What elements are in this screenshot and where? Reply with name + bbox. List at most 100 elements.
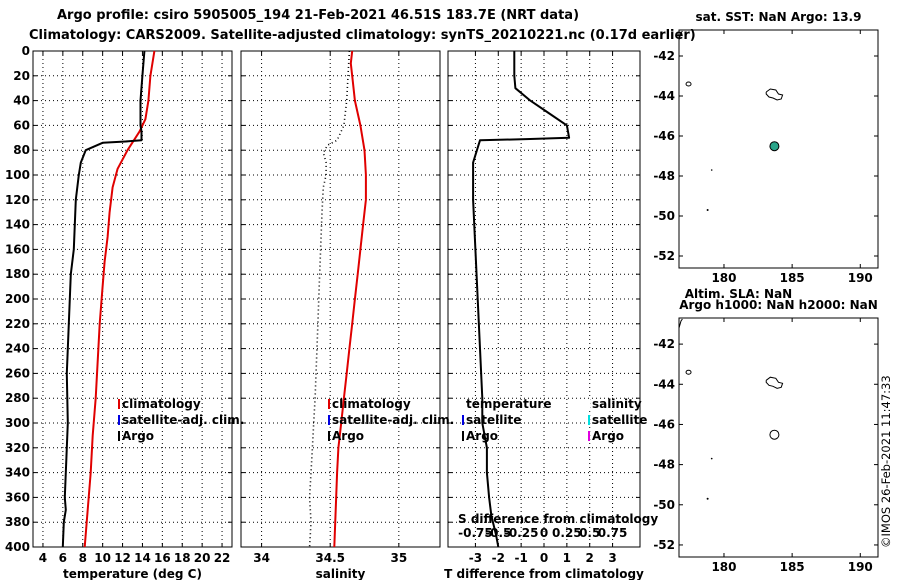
diff-sal-legend-label: salinity	[592, 397, 642, 411]
sal-axes-frame	[240, 50, 441, 548]
map-sla-ytick-label: -48	[653, 458, 675, 472]
map-sla-ytick-label: -52	[653, 538, 675, 552]
temp-ytick-label: 200	[5, 292, 30, 306]
temp-ytick-label: 80	[13, 143, 30, 157]
temp-ytick-label: 100	[5, 168, 30, 182]
diff-top-label: S difference from climatology	[458, 512, 658, 526]
diff-sal-legend-label: Argo	[592, 429, 624, 443]
diff-top-tick-label: 0.25	[552, 526, 582, 540]
temp-legend-label: satellite-adj. clim.	[122, 413, 244, 427]
temp-axes-frame	[32, 50, 233, 548]
map-sla-xtick-label: 185	[780, 560, 805, 574]
diff-xlabel: T difference from climatology	[444, 567, 644, 580]
temp-xtick-label: 4	[39, 551, 47, 565]
sal-legend-label: climatology	[332, 397, 411, 411]
map-sst-ytick-label: -46	[653, 129, 675, 143]
diff-top-tick-label: 0.75	[598, 526, 628, 540]
map-sst-argo-marker	[769, 141, 780, 152]
map-sla-island-dot	[710, 457, 713, 460]
temp-ytick-label: 0	[22, 44, 30, 58]
temp-ytick-label: 220	[5, 317, 30, 331]
map-sst-island-dot	[710, 169, 713, 171]
temp-ytick-label: 360	[5, 490, 30, 504]
map-sst-xtick-label: 190	[848, 271, 873, 285]
difference-panel: -3 -2 -1 0 1 2 3 T difference from climatology t…	[444, 50, 658, 580]
map-sst-nz-coast	[678, 30, 683, 41]
diff-sal-legend-label: satellite	[592, 413, 647, 427]
temp-ytick-label: 160	[5, 242, 30, 256]
temp-xtick-label: 10	[94, 551, 111, 565]
temp-series-climatology	[83, 50, 156, 548]
temp-legend-label: Argo	[122, 429, 154, 443]
temp-ytick-label: 380	[5, 515, 30, 529]
map-sst-xtick-label: 180	[711, 271, 736, 285]
map-sst-island-small	[685, 81, 692, 87]
map-sst-ytick-label: -44	[653, 89, 675, 103]
temp-ytick-label: 140	[5, 218, 30, 232]
temp-ytick-label: 60	[13, 118, 30, 132]
diff-xtick-label: -2	[492, 551, 505, 565]
temp-ytick-label: 400	[5, 540, 30, 554]
temp-ytick-label: 120	[5, 193, 30, 207]
temp-xtick-label: 8	[79, 551, 87, 565]
diff-series-t-difference-argo	[472, 51, 571, 548]
map-sst-ytick-label: -48	[653, 169, 675, 183]
map-sla-island-small	[685, 369, 692, 375]
temp-series-argo	[61, 50, 146, 548]
temp-ytick-label: 340	[5, 466, 30, 480]
map-sla-ytick-label: -50	[653, 498, 675, 512]
diff-top-tick-label: -0.5	[485, 526, 511, 540]
map-sla-xtick-label: 190	[848, 560, 873, 574]
map-sla-ytick-label: -42	[653, 337, 675, 351]
temp-ytick-label: 300	[5, 416, 30, 430]
figure-title-line2: Climatology: CARS2009. Satellite-adjuste…	[29, 28, 696, 43]
sal-xtick-label: 35	[390, 551, 407, 565]
diff-temp-legend-label: temperature	[466, 397, 551, 411]
diff-top-tick-label: 0	[540, 526, 548, 540]
map-sst-title: sat. SST: NaN Argo: 13.9	[696, 10, 862, 24]
temperature-panel: 4 6 8 10 12 14 16 18 20 2202040608010012014016018…	[5, 44, 244, 580]
sst-map: sat. SST: NaN Argo: 13.9 -42 -44 -46 -48 -50 -…	[653, 10, 879, 301]
map-sla-chatham-islands	[765, 376, 784, 389]
temp-xlabel: temperature (deg C)	[63, 567, 202, 580]
map-sla-ytick-label: -46	[653, 417, 675, 431]
diff-top-tick-label: -0.75	[458, 526, 493, 540]
sla-map: Argo h1000: NaN h2000: NaN -42 -44 -46 -48 -5…	[653, 298, 879, 574]
map-sst-island-dot	[706, 209, 709, 211]
map-sla-title: Argo h1000: NaN h2000: NaN	[679, 298, 878, 312]
diff-xtick-label: 1	[563, 551, 571, 565]
temp-xtick-label: 16	[154, 551, 171, 565]
temp-xtick-label: 6	[59, 551, 67, 565]
diff-top-tick-label: -0.25	[504, 526, 539, 540]
map-sla-nz-coast	[678, 318, 683, 329]
temp-ytick-label: 320	[5, 441, 30, 455]
sal-xtick-label: 34.5	[315, 551, 345, 565]
sal-xtick-label: 34	[253, 551, 270, 565]
imos-timestamp: ©IMOS 26-Feb-2021 11:47:33	[879, 375, 893, 548]
temp-xtick-label: 20	[194, 551, 211, 565]
sal-legend-label: Argo	[332, 429, 364, 443]
diff-xtick-label: 3	[608, 551, 616, 565]
map-sst-ytick-label: -42	[653, 49, 675, 63]
sal-xlabel: salinity	[316, 567, 366, 580]
temp-ytick-label: 280	[5, 391, 30, 405]
temp-xtick-label: 14	[134, 551, 151, 565]
diff-xtick-label: -3	[469, 551, 482, 565]
sal-series-climatology	[333, 50, 367, 548]
map-sla-ytick-label: -44	[653, 377, 675, 391]
temp-xtick-label: 22	[214, 551, 231, 565]
temp-ytick-label: 240	[5, 342, 30, 356]
temp-ytick-label: 20	[13, 69, 30, 83]
temp-ytick-label: 180	[5, 267, 30, 281]
temp-xtick-label: 12	[114, 551, 131, 565]
diff-xtick-label: -1	[514, 551, 527, 565]
map-sst-xtick-label: 185	[780, 271, 805, 285]
temp-xtick-label: 18	[174, 551, 191, 565]
map-sla-frame	[678, 317, 879, 558]
diff-xtick-label: 2	[586, 551, 594, 565]
map-sst-bottom-label: Altim. SLA: NaN	[685, 287, 792, 301]
map-sla-xtick-label: 180	[711, 560, 736, 574]
map-sla-argo-marker	[769, 429, 780, 440]
diff-xtick-label: 0	[540, 551, 548, 565]
diff-temp-legend-label: Argo	[466, 429, 498, 443]
